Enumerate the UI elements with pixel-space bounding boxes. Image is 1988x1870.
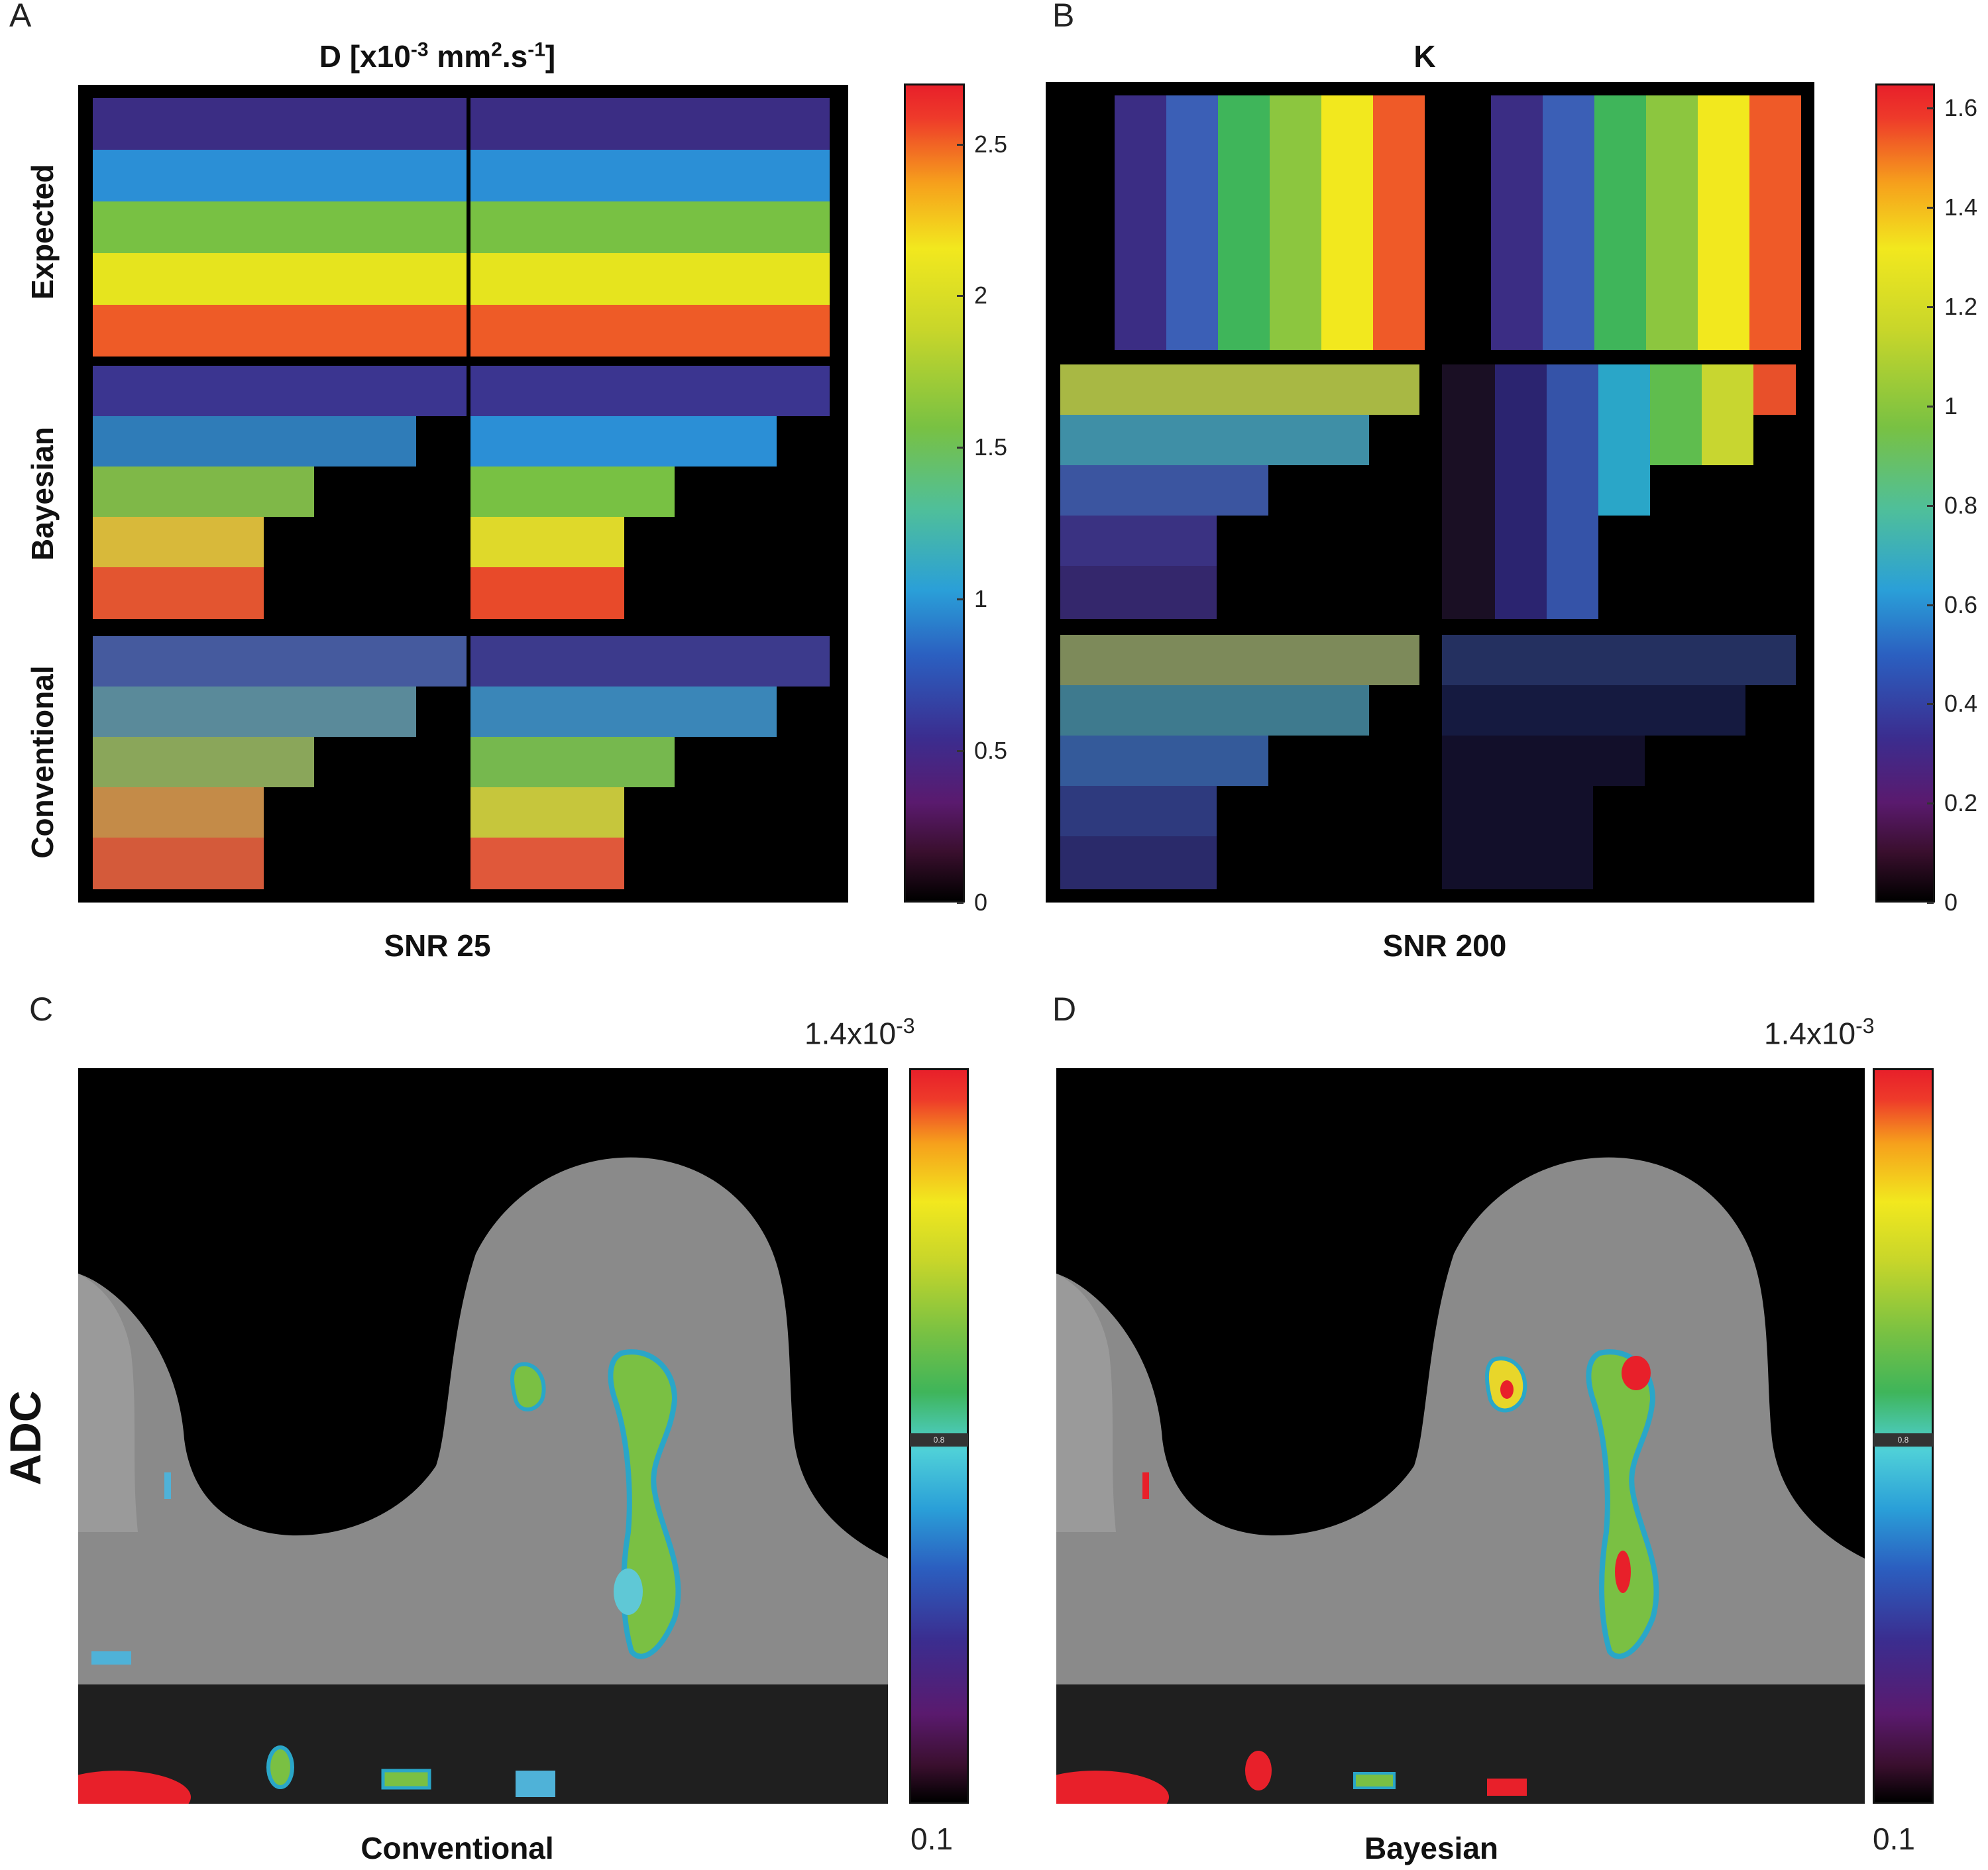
colorbar-tick-label: 0.2 bbox=[1944, 789, 1978, 817]
panel-c-colorbar-marker: 0.8 bbox=[910, 1433, 968, 1447]
bayesian-d-left bbox=[93, 366, 467, 619]
expected-d-left bbox=[93, 98, 467, 357]
panel-letter-d: D bbox=[1052, 991, 1077, 1028]
colorbar-tick-label: 2 bbox=[974, 282, 988, 309]
colorbar-tick-mark bbox=[957, 143, 964, 146]
row-label-conventional: Conventional bbox=[25, 665, 60, 859]
colorbar-tick-label: 1 bbox=[974, 585, 988, 613]
conventional-k-left bbox=[1060, 635, 1419, 889]
colorbar-tick-mark bbox=[1927, 504, 1934, 507]
colorbar-tick-mark bbox=[957, 447, 964, 449]
colorbar-tick-mark bbox=[1927, 107, 1934, 110]
panel-d-bottom-label: Bayesian bbox=[1364, 1831, 1498, 1865]
panel-c-colorbar: 0.8 bbox=[909, 1068, 969, 1804]
panel-c-range-max: 1.4x10-3 bbox=[804, 1014, 915, 1051]
panel-c-range-max-base: 1.4x10 bbox=[804, 1016, 897, 1051]
conventional-k-right bbox=[1442, 635, 1796, 889]
colorbar-tick-label: 0.4 bbox=[1944, 690, 1978, 718]
panel-c-mri-image bbox=[78, 1068, 888, 1804]
panel-letter-a: A bbox=[9, 0, 32, 34]
panel-d-range-min: 0.1 bbox=[1873, 1822, 1915, 1856]
panel-d-colorbar: 0.8 bbox=[1873, 1068, 1934, 1804]
colorbar-tick-mark bbox=[957, 750, 964, 753]
colorbar-tick-mark bbox=[1927, 604, 1934, 606]
bayesian-d-right bbox=[470, 366, 830, 619]
side-label-adc: ADC bbox=[1, 1390, 50, 1486]
colorbar-tick-mark bbox=[1927, 306, 1934, 309]
panel-a-bottom-label: SNR 25 bbox=[384, 928, 491, 963]
panel-d-range-max-base: 1.4x10 bbox=[1764, 1016, 1856, 1051]
colorbar-tick-label: 0.8 bbox=[1944, 491, 1978, 519]
panel-c-bottom-label: Conventional bbox=[360, 1831, 554, 1865]
colorbar-tick-mark bbox=[1927, 703, 1934, 706]
bayesian-k-left bbox=[1060, 364, 1419, 619]
panel-a-image bbox=[78, 85, 848, 903]
colorbar-tick-mark bbox=[957, 598, 964, 601]
panel-a-title-exp3: -1 bbox=[527, 38, 545, 61]
row-label-bayesian: Bayesian bbox=[25, 426, 60, 561]
colorbar-tick-mark bbox=[1927, 405, 1934, 408]
colorbar-tick-label: 0 bbox=[1944, 889, 1958, 916]
panel-a-title: D [x10-3 mm2.s-1] bbox=[252, 38, 623, 74]
colorbar-tick-label: 1.6 bbox=[1944, 94, 1978, 122]
colorbar-tick-label: 1.4 bbox=[1944, 193, 1978, 221]
panel-d-mri-image bbox=[1056, 1068, 1865, 1804]
panel-b-colorbar bbox=[1875, 83, 1935, 903]
adc-overlay-c bbox=[78, 1349, 681, 1804]
panel-a-title-prefix: D [x10 bbox=[319, 39, 411, 74]
panel-c-range-max-exp: -3 bbox=[896, 1014, 915, 1038]
colorbar-tick-mark bbox=[957, 902, 964, 904]
panel-d-range-max: 1.4x10-3 bbox=[1764, 1014, 1875, 1051]
panel-a-title-suffix: ] bbox=[545, 39, 556, 74]
colorbar-tick-label: 0 bbox=[974, 889, 988, 916]
colorbar-tick-label: 2.5 bbox=[974, 130, 1008, 158]
breast-tissue-d bbox=[1056, 1157, 1865, 1804]
conventional-d-right bbox=[470, 636, 830, 889]
colorbar-tick-label: 0.5 bbox=[974, 737, 1008, 765]
colorbar-tick-mark bbox=[1927, 207, 1934, 209]
panel-c-mri-svg bbox=[78, 1157, 888, 1804]
left-breast-edge-c bbox=[78, 1274, 138, 1532]
panel-a-title-exp1: -3 bbox=[410, 38, 429, 61]
panel-c-range-min: 0.1 bbox=[911, 1822, 953, 1856]
bayesian-k-right bbox=[1442, 364, 1796, 619]
expected-k-left bbox=[1115, 95, 1425, 350]
colorbar-tick-label: 1 bbox=[1944, 392, 1958, 419]
panel-a-title-mid: mm bbox=[428, 39, 492, 74]
row-label-expected: Expected bbox=[25, 164, 60, 300]
panel-a-title-mid2: .s bbox=[502, 39, 528, 74]
conventional-d-left bbox=[93, 636, 467, 889]
expected-d-right bbox=[470, 98, 830, 357]
colorbar-tick-label: 0.6 bbox=[1944, 590, 1978, 618]
expected-k-right bbox=[1491, 95, 1801, 350]
adc-overlay-d bbox=[1056, 1349, 1659, 1804]
panel-b-maps bbox=[1060, 95, 1801, 889]
panel-a-title-exp2: 2 bbox=[491, 38, 502, 61]
left-breast-edge-d bbox=[1056, 1274, 1116, 1532]
panel-a-colorbar bbox=[904, 83, 965, 903]
panel-d-mri-svg bbox=[1056, 1157, 1865, 1804]
colorbar-tick-mark bbox=[1927, 802, 1934, 805]
colorbar-tick-mark bbox=[1927, 902, 1934, 904]
panel-b-title: K bbox=[1413, 39, 1436, 74]
panel-b-bottom-label: SNR 200 bbox=[1382, 928, 1507, 963]
breast-tissue-c bbox=[78, 1157, 888, 1804]
colorbar-tick-label: 1.5 bbox=[974, 433, 1008, 461]
panel-a-maps bbox=[93, 98, 830, 889]
panel-d-range-max-exp: -3 bbox=[1855, 1014, 1875, 1038]
colorbar-tick-label: 1.2 bbox=[1944, 293, 1978, 321]
panel-b-image bbox=[1046, 82, 1814, 903]
panel-letter-b: B bbox=[1052, 0, 1075, 34]
colorbar-tick-mark bbox=[957, 295, 964, 298]
panel-letter-c: C bbox=[29, 991, 54, 1028]
panel-d-colorbar-marker: 0.8 bbox=[1873, 1433, 1933, 1447]
